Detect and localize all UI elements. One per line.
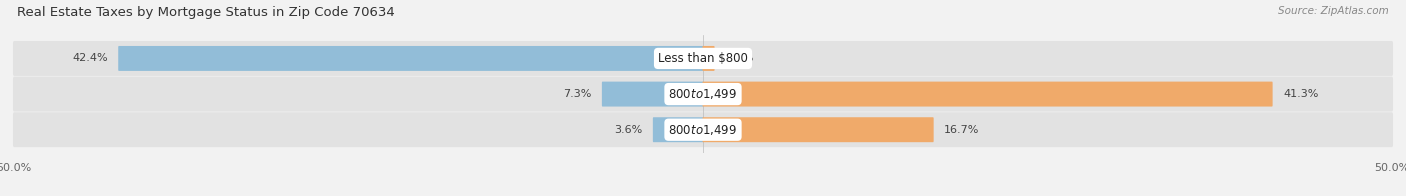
FancyBboxPatch shape [652,117,703,142]
FancyBboxPatch shape [703,117,934,142]
FancyBboxPatch shape [118,46,703,71]
Text: Real Estate Taxes by Mortgage Status in Zip Code 70634: Real Estate Taxes by Mortgage Status in … [17,6,395,19]
Text: 42.4%: 42.4% [72,54,108,64]
FancyBboxPatch shape [13,112,1393,147]
Text: 41.3%: 41.3% [1284,89,1319,99]
FancyBboxPatch shape [602,82,703,107]
Text: 0.8%: 0.8% [725,54,754,64]
FancyBboxPatch shape [13,41,1393,76]
Text: Less than $800: Less than $800 [658,52,748,65]
Text: 7.3%: 7.3% [562,89,592,99]
Text: Source: ZipAtlas.com: Source: ZipAtlas.com [1278,6,1389,16]
FancyBboxPatch shape [703,82,1272,107]
FancyBboxPatch shape [13,77,1393,112]
Text: $800 to $1,499: $800 to $1,499 [668,87,738,101]
Text: 16.7%: 16.7% [945,125,980,135]
FancyBboxPatch shape [703,46,714,71]
Text: $800 to $1,499: $800 to $1,499 [668,123,738,137]
Text: 3.6%: 3.6% [614,125,643,135]
